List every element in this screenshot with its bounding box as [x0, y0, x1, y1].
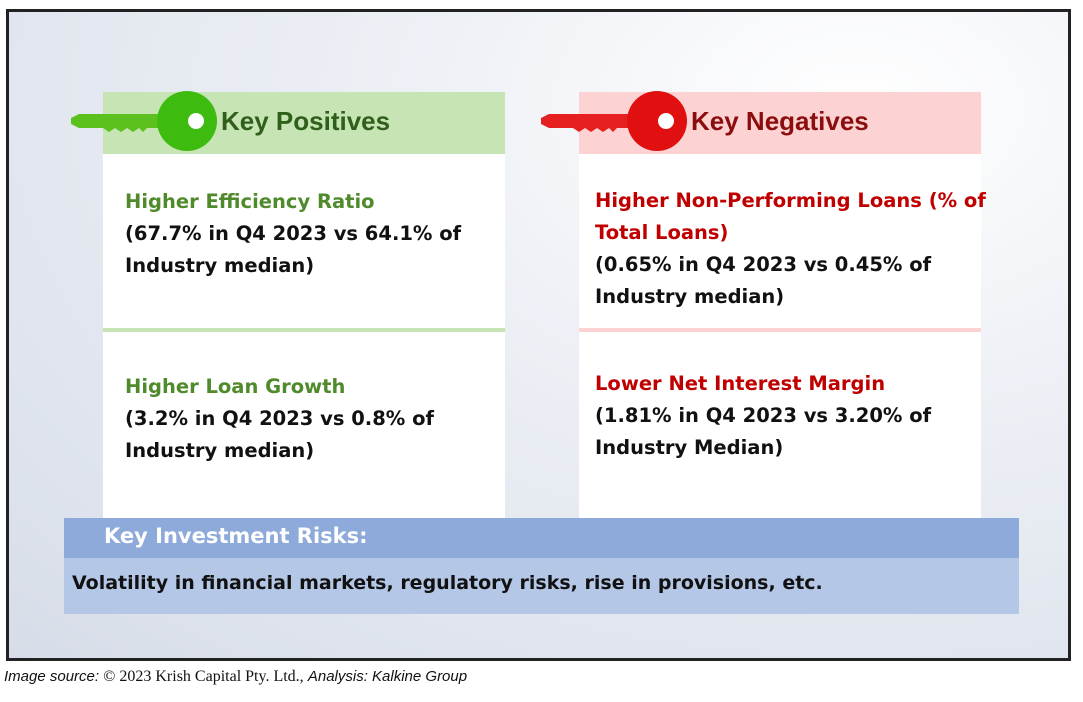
negative-item-head: Lower Net Interest Margin: [595, 372, 886, 395]
positives-panel-bottom: [103, 332, 505, 518]
source-copyright: © 2023 Krish Capital Pty. Ltd.,: [103, 668, 304, 685]
positive-item-detail: (3.2% in Q4 2023 vs 0.8% of: [125, 407, 434, 430]
risks-title: Key Investment Risks:: [104, 524, 368, 548]
negatives-divider: [579, 328, 981, 332]
positive-item-head: Higher Efficiency Ratio: [125, 190, 375, 213]
positives-title: Key Positives: [221, 106, 391, 136]
negative-item-head: Total Loans): [595, 221, 729, 244]
positive-item-detail: Industry median): [125, 254, 315, 277]
positive-item-detail: Industry median): [125, 439, 315, 462]
image-source-caption: Image source: © 2023 Krish Capital Pty. …: [4, 668, 467, 686]
positive-item-detail: (67.7% in Q4 2023 vs 64.1% of: [125, 222, 462, 245]
positive-item-head: Higher Loan Growth: [125, 375, 346, 398]
positives-divider: [103, 328, 505, 332]
risks-header: Key Investment Risks:: [64, 518, 1019, 558]
green-key-icon: [71, 91, 217, 151]
negative-item-head: Higher Non-Performing Loans (% of: [595, 189, 986, 212]
positives-panel-top: [103, 154, 505, 328]
positive-item-loan-growth: Higher Loan Growth (3.2% in Q4 2023 vs 0…: [125, 371, 434, 467]
positive-item-efficiency: Higher Efficiency Ratio (67.7% in Q4 202…: [125, 186, 461, 282]
negative-item-detail: (0.65% in Q4 2023 vs 0.45% of: [595, 253, 932, 276]
negative-item-detail: (1.81% in Q4 2023 vs 3.20% of: [595, 404, 932, 427]
risks-body: Volatility in financial markets, regulat…: [64, 558, 1019, 614]
red-key-icon: [541, 91, 687, 151]
source-label: Image source:: [4, 668, 100, 685]
negatives-panel-bottom: [579, 332, 981, 518]
infographic-frame: Key Positives Key Negatives Higher Effic…: [6, 9, 1071, 661]
negative-item-detail: Industry median): [595, 285, 785, 308]
negative-item-detail: Industry Median): [595, 436, 784, 459]
negative-item-nim: Lower Net Interest Margin (1.81% in Q4 2…: [595, 368, 931, 464]
negative-item-npl: Higher Non-Performing Loans (% of Total …: [595, 185, 986, 313]
source-analysis: Analysis: Kalkine Group: [307, 668, 468, 685]
risks-text: Volatility in financial markets, regulat…: [72, 572, 823, 594]
negatives-title: Key Negatives: [691, 106, 869, 136]
negatives-panel-top: [579, 154, 981, 328]
